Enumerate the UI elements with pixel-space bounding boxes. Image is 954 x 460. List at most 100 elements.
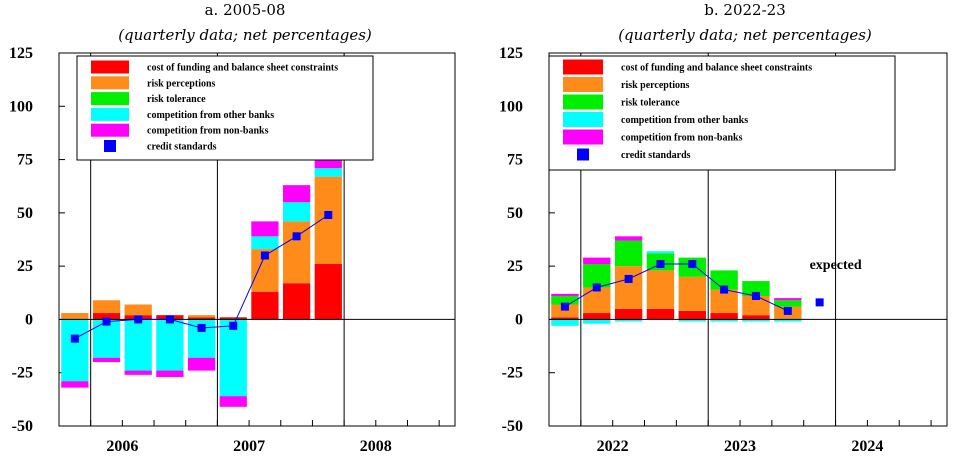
credit-standards-marker [751,291,760,300]
x-tick-label: 2007 [233,438,265,455]
bar-segment-competition-nonbanks [314,157,342,169]
legend-swatch-cost [91,60,129,74]
credit-standards-marker [720,285,729,294]
bar-segment-competition-banks [61,319,89,382]
legend-swatch-risk-tolerance [563,94,603,110]
y-tick-label: -25 [502,365,523,382]
credit-standards-marker [134,315,143,324]
bar-segment-competition-banks [678,319,706,322]
y-tick-label: 25 [507,258,523,275]
bar-segment-competition-banks [219,319,247,397]
bar-segment-competition-banks [710,319,738,322]
legend-label: competition from other banks [147,110,274,121]
bar-segment-cost [742,315,770,320]
bar-segment-risk-perceptions [314,176,342,265]
credit-standards-line [564,263,789,312]
legend-label: competition from other banks [621,115,748,126]
panel-title: a. 2005-08 [205,1,286,19]
bar-segment-competition-banks [314,168,342,177]
legend-label: risk perceptions [621,80,690,91]
legend-swatch-competition-banks [91,107,129,121]
x-tick-label: 2022 [597,438,629,455]
y-tick-label: 75 [17,152,33,169]
bar-segment-risk-tolerance [583,264,611,288]
legend-swatch-cost [563,59,603,75]
bar-segment-risk-perceptions [614,266,643,309]
y-tick-label: 50 [507,205,523,222]
panel-subtitle: (quarterly data; net percentages) [618,26,872,44]
bar-segment-competition-banks [251,236,279,250]
legend-label: risk tolerance [621,98,680,109]
bar-segment-risk-tolerance [551,295,579,305]
bar-segment-risk-perceptions [187,315,216,318]
panel-title: b. 2022-23 [704,1,785,19]
y-tick-label: -50 [502,418,523,435]
y-tick-label: 0 [515,311,523,328]
bar-segment-cost [614,308,643,320]
legend-label: cost of funding and balance sheet constr… [147,63,338,74]
credit-standards-marker [783,306,792,315]
credit-standards-marker [165,315,174,324]
bar-segment-competition-nonbanks [61,381,89,388]
y-tick-label: 100 [9,98,33,115]
legend-swatch-risk-perceptions [91,76,129,90]
legend-label: credit standards [147,142,217,153]
bar-segment-competition-nonbanks [219,396,247,407]
y-tick-label: 75 [507,152,523,169]
y-tick-label: -50 [12,418,33,435]
bar-segment-risk-perceptions [124,304,152,316]
bar-segment-cost [314,264,342,320]
bar-segment-cost [282,283,311,320]
legend-label: competition from non-banks [621,133,743,144]
legend-marker-credit-standards [104,140,116,152]
legend-label: risk perceptions [147,78,216,89]
bar-segment-risk-perceptions [61,313,89,320]
bar-segment-risk-perceptions [583,287,611,314]
bar-segment-risk-perceptions [646,270,675,309]
bar-segment-competition-banks [92,319,121,358]
bar-segment-risk-perceptions [742,295,770,316]
bar-segment-cost [92,313,121,320]
credit-standards-marker [688,260,697,269]
bar-segment-competition-nonbanks [583,257,611,265]
bar-segment-competition-banks [614,319,643,322]
credit-standards-marker [102,317,111,326]
legend-label: credit standards [621,150,691,161]
panel-b: b. 2022-23 (quarterly data; net percentag… [499,1,948,455]
bar-segment-competition-banks [282,202,311,222]
y-tick-label: 0 [25,311,33,328]
bar-segment-risk-perceptions [551,304,579,318]
bar-segment-cost [219,317,247,320]
credit-standards-marker [560,302,569,311]
bar-segment-competition-nonbanks [551,293,579,296]
credit-standards-marker [229,321,238,330]
credit-standards-marker [624,274,633,283]
bar-segment-competition-banks [774,319,802,322]
legend-swatch-competition-banks [563,112,603,127]
bar-segment-cost [646,308,675,320]
bar-segment-cost [583,313,611,320]
y-tick-label: 50 [17,205,33,222]
legend-marker-credit-standards [577,148,589,161]
panel-subtitle: (quarterly data; net percentages) [118,26,372,44]
bar-segment-competition-banks [646,251,675,254]
y-tick-label: -25 [12,365,33,382]
bar-segment-competition-nonbanks [187,357,216,371]
bar-segment-risk-perceptions [678,276,706,311]
bar-segment-risk-perceptions [282,221,311,284]
legend-swatch-competition-nonbanks [91,123,129,137]
credit-standards-marker [292,232,301,241]
bar-segment-competition-banks [124,319,152,371]
bar-segment-risk-perceptions [92,300,121,314]
bar-segment-cost [710,313,738,320]
bar-segment-risk-perceptions [710,289,738,314]
credit-standards-marker [70,334,79,343]
x-tick-label: 2006 [106,438,138,455]
bar-segment-competition-banks [156,319,184,371]
bar-segment-competition-banks [551,319,579,326]
plot-frame [58,52,456,427]
panel-a: a. 2005-08 (quarterly data; net percentag… [9,1,456,455]
bar-segment-competition-nonbanks [614,236,643,241]
credit-standards-expected-marker [815,298,824,307]
